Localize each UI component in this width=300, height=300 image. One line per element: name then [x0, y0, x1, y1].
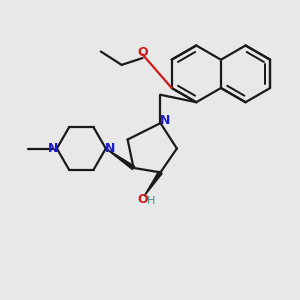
Text: N: N	[160, 114, 170, 127]
Polygon shape	[106, 148, 135, 170]
Text: N: N	[105, 142, 115, 155]
Text: N: N	[47, 142, 58, 155]
Text: H: H	[147, 196, 156, 206]
Text: O: O	[137, 193, 148, 206]
Text: O: O	[137, 46, 148, 59]
Polygon shape	[144, 171, 162, 196]
